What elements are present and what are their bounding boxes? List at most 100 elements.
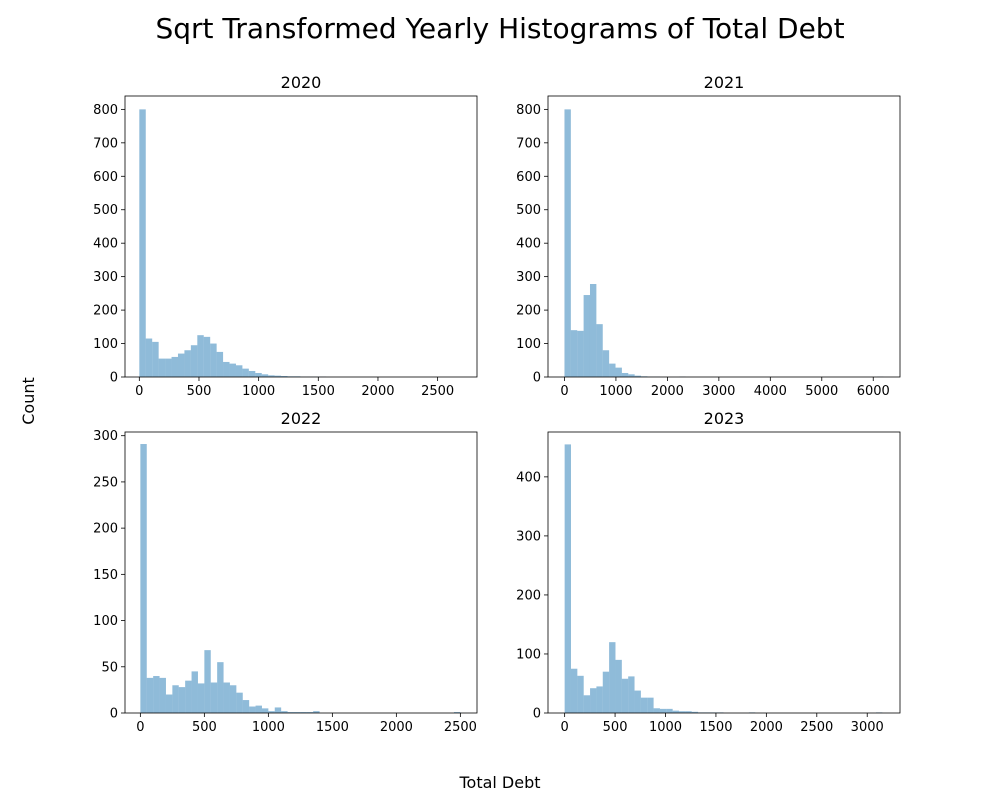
- histogram-bar: [293, 712, 301, 713]
- x-tick-label: 2000: [361, 384, 394, 399]
- histogram-bar: [571, 668, 578, 713]
- histogram-bar: [691, 711, 699, 713]
- panel-2022: 0 500 1000 1500 2000 2500 0 50 100 150 200 250 300 20…: [93, 409, 478, 735]
- y-tick-label: 0: [110, 707, 118, 722]
- histogram-bar: [152, 341, 159, 378]
- axes-frame: [124, 431, 478, 714]
- histogram-bar: [178, 687, 186, 713]
- histogram-bar: [602, 671, 610, 713]
- y-tick-label: 800: [93, 103, 118, 118]
- histogram-bar: [306, 712, 314, 713]
- panel-title: 2021: [704, 73, 745, 92]
- histogram-bar: [242, 368, 249, 377]
- x-tick-label: 0: [136, 720, 144, 735]
- histogram-bar: [191, 671, 198, 713]
- y-tick-label: 200: [516, 588, 541, 603]
- y-tick-label: 250: [93, 475, 118, 490]
- x-tick-label: 6000: [857, 384, 890, 399]
- histogram-bar: [564, 109, 571, 377]
- y-tick-label: 200: [93, 522, 118, 537]
- panel-2023: 0 500 1000 1500 2000 2500 3000 0 100 200 300 400 202…: [516, 409, 901, 735]
- y-tick-label: 100: [93, 337, 118, 352]
- histogram-bar: [679, 711, 686, 713]
- y-tick-label: 200: [93, 304, 118, 319]
- histogram-bars: [139, 109, 327, 378]
- histogram-bar: [203, 336, 211, 377]
- x-tick-label: 2500: [421, 384, 454, 399]
- x-tick-label: 4000: [754, 384, 787, 399]
- x-tick-label: 2000: [750, 720, 783, 735]
- panel-2021: 0 1000 2000 3000 4000 5000 6000 0 100 200 300 400 50…: [516, 73, 901, 399]
- histogram-bar: [159, 677, 166, 714]
- histogram-bar: [596, 324, 603, 377]
- y-tick-label: 500: [516, 203, 541, 218]
- x-tick-label: 0: [560, 384, 568, 399]
- histogram-bar: [216, 351, 224, 377]
- histogram-bar: [453, 712, 461, 713]
- histogram-bar: [261, 374, 269, 377]
- histogram-bar: [146, 677, 154, 714]
- histogram-bar: [313, 711, 320, 713]
- histogram-bar: [268, 711, 275, 713]
- histogram-bar: [177, 353, 185, 377]
- x-tick-label: 2000: [651, 384, 684, 399]
- histogram-bar: [140, 444, 147, 713]
- histogram-bar: [171, 356, 178, 377]
- x-tick-label: 500: [192, 720, 217, 735]
- histogram-bar: [577, 675, 584, 713]
- histogram-bar: [210, 682, 218, 713]
- x-tick-label: 1000: [242, 384, 275, 399]
- y-tick-label: 50: [101, 660, 118, 675]
- histogram-bar: [628, 374, 635, 377]
- histogram-bar: [248, 370, 256, 377]
- histogram-bar: [666, 708, 673, 713]
- histogram-bar: [589, 284, 597, 377]
- histogram-bar: [640, 697, 648, 713]
- figure-xlabel: Total Debt: [458, 773, 540, 792]
- histogram-bar: [602, 350, 610, 377]
- x-tick-label: 3000: [702, 384, 735, 399]
- histogram-bar: [685, 711, 692, 713]
- axes-frame: [124, 95, 478, 378]
- histogram-bar: [672, 710, 680, 713]
- histogram-bar: [281, 711, 288, 713]
- histogram-bar: [197, 683, 205, 713]
- histogram-bar: [596, 686, 603, 713]
- histogram-bar: [223, 682, 230, 713]
- histogram-bar: [249, 706, 256, 713]
- histogram-bars: [564, 444, 883, 713]
- histogram-bar: [621, 372, 629, 377]
- histogram-bar: [577, 330, 584, 377]
- histogram-bar: [261, 708, 269, 713]
- y-tick-label: 200: [516, 304, 541, 319]
- histogram-bar: [190, 345, 198, 377]
- histogram-bar: [634, 375, 642, 377]
- histogram-bar: [165, 694, 173, 713]
- x-tick-label: 1000: [252, 720, 285, 735]
- histogram-bar: [570, 330, 578, 377]
- histogram-bar: [281, 376, 288, 377]
- y-tick-label: 150: [93, 568, 118, 583]
- y-tick-label: 0: [110, 371, 118, 386]
- y-tick-label: 600: [93, 170, 118, 185]
- histogram-bars: [564, 109, 884, 377]
- histogram-bar: [158, 358, 166, 377]
- y-tick-label: 700: [93, 136, 118, 151]
- histogram-bar: [242, 700, 250, 713]
- axes-frame: [547, 95, 901, 378]
- histogram-bar: [583, 695, 591, 713]
- histogram-bar: [300, 712, 307, 713]
- histogram-bar: [583, 295, 590, 377]
- y-tick-label: 0: [533, 707, 541, 722]
- histogram-bar: [184, 350, 191, 377]
- y-tick-label: 300: [93, 429, 118, 444]
- histogram-bar: [590, 688, 597, 713]
- x-tick-label: 1000: [599, 384, 632, 399]
- histogram-bar: [647, 697, 654, 713]
- x-tick-label: 2500: [800, 720, 833, 735]
- histogram-bar: [235, 365, 243, 377]
- panel-title: 2020: [281, 73, 322, 92]
- histogram-bar: [609, 642, 616, 713]
- x-tick-label: 2000: [380, 720, 413, 735]
